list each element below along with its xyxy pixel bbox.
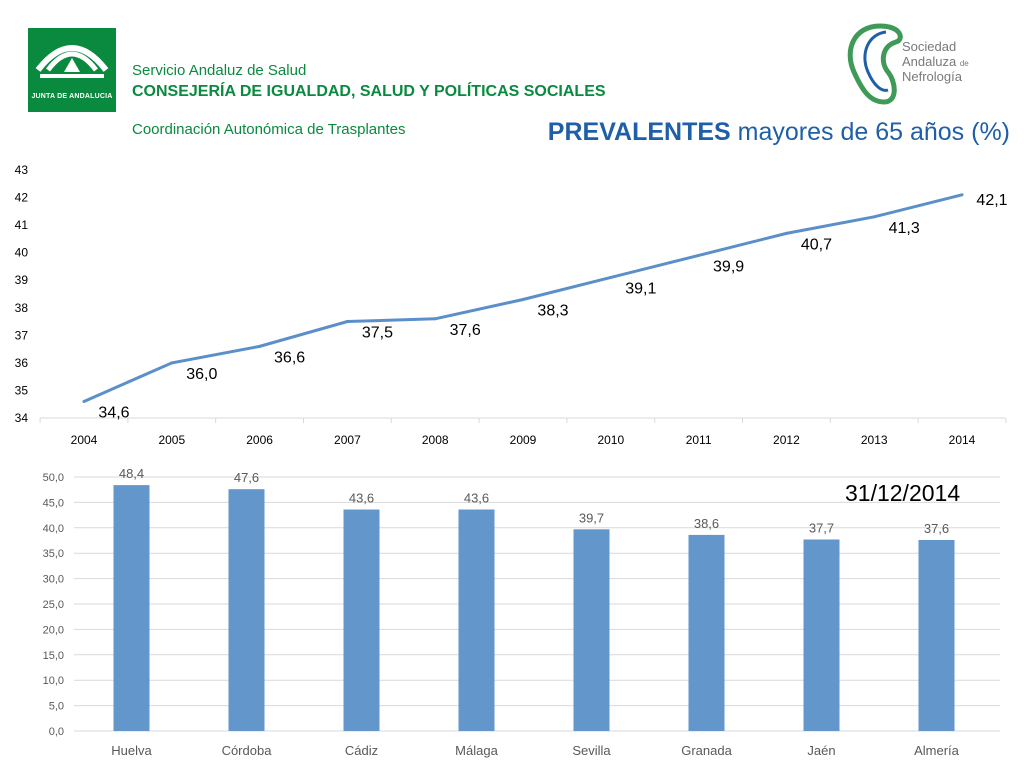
bar <box>803 539 840 731</box>
org-line-service: Servicio Andaluz de Salud <box>132 62 307 79</box>
data-label: 38,3 <box>537 303 568 320</box>
category-label: Almería <box>914 743 960 758</box>
bar-value-label: 37,6 <box>924 521 949 536</box>
data-label: 41,3 <box>889 220 920 237</box>
y-tick-label: 5,0 <box>49 701 64 713</box>
data-point <box>697 253 701 257</box>
data-point <box>258 344 262 348</box>
x-tick-label: 2014 <box>949 433 976 447</box>
data-label: 39,9 <box>713 258 744 275</box>
bar <box>688 534 725 731</box>
y-tick-label: 10,0 <box>43 675 64 687</box>
data-label: 42,1 <box>976 192 1007 209</box>
data-label: 39,1 <box>625 280 656 297</box>
y-tick-label: 39 <box>15 273 29 287</box>
junta-logo-text: JUNTA DE ANDALUCIA <box>31 93 113 100</box>
data-point <box>521 298 525 302</box>
bar <box>343 509 380 731</box>
bar <box>918 539 955 731</box>
sen-text-line2: Andaluza de <box>902 55 969 71</box>
x-tick-label: 2012 <box>773 433 800 447</box>
junta-andalucia-logo: JUNTA DE ANDALUCIA <box>28 28 116 112</box>
data-label: 36,0 <box>186 366 217 383</box>
sen-text-line2-suffix: de <box>959 59 969 68</box>
category-label: Sevilla <box>572 743 611 758</box>
x-tick-label: 2010 <box>597 433 624 447</box>
category-label: Jaén <box>807 743 835 758</box>
data-point <box>960 193 964 197</box>
y-tick-label: 15,0 <box>43 650 64 662</box>
data-label: 37,5 <box>362 325 393 342</box>
y-tick-label: 20,0 <box>43 624 64 636</box>
data-label: 40,7 <box>801 236 832 253</box>
x-tick-label: 2011 <box>686 433 712 447</box>
category-label: Málaga <box>455 743 498 758</box>
org-line-consejeria: CONSEJERÍA DE IGUALDAD, SALUD Y POLÍTICA… <box>132 83 606 100</box>
sen-text-line2-main: Andaluza <box>902 54 957 69</box>
y-tick-label: 35,0 <box>43 548 64 560</box>
bar-value-label: 43,6 <box>349 491 374 506</box>
y-tick-label: 42 <box>15 191 29 205</box>
province-bar-chart: 0,0 5,0 10,0 15,0 20,0 25,0 30,0 35,0 40,0 45,0 50… <box>43 466 1000 758</box>
sen-text-line1: Sociedad <box>902 39 957 54</box>
bar-value-label: 47,6 <box>234 470 259 485</box>
y-tick-label: 35 <box>15 383 29 397</box>
data-point <box>784 231 788 235</box>
y-tick-label: 36 <box>15 356 29 370</box>
sen-text-line3: Nefrología <box>902 69 962 84</box>
y-tick-label: 40,0 <box>43 523 64 535</box>
junta-arch-icon <box>35 45 109 78</box>
y-tick-label: 45,0 <box>43 497 64 509</box>
data-point <box>345 320 349 324</box>
data-point <box>170 361 174 365</box>
bar <box>228 489 265 731</box>
page-title-bold: PREVALENTES <box>547 118 731 146</box>
y-tick-label: 43 <box>15 163 29 177</box>
category-label: Córdoba <box>222 743 273 758</box>
y-tick-label: 37 <box>15 328 29 342</box>
x-tick-label: 2007 <box>334 433 361 447</box>
x-tick-label: 2008 <box>422 433 449 447</box>
sen-logo-icon <box>847 23 903 105</box>
prevalence-line-chart: 34 35 36 37 38 39 40 41 42 43 2004 2005 2006 2007 2008… <box>15 163 1008 447</box>
bar-value-label: 39,7 <box>579 510 604 525</box>
data-point <box>433 317 437 321</box>
data-label: 36,6 <box>274 349 305 366</box>
y-tick-label: 0,0 <box>49 726 64 738</box>
data-label: 37,6 <box>450 322 481 339</box>
x-tick-label: 2013 <box>861 433 888 447</box>
bar <box>573 529 610 731</box>
data-point <box>609 275 613 279</box>
y-tick-label: 38 <box>15 301 29 315</box>
category-label: Granada <box>681 743 732 758</box>
bar-value-label: 43,6 <box>464 491 489 506</box>
data-point <box>82 399 86 403</box>
y-tick-label: 50,0 <box>43 472 64 484</box>
y-tick-label: 41 <box>15 218 29 232</box>
x-tick-label: 2006 <box>246 433 273 447</box>
bar-value-label: 38,6 <box>694 516 719 531</box>
x-tick-label: 2005 <box>158 433 185 447</box>
data-point <box>872 215 876 219</box>
bar-value-label: 48,4 <box>119 466 144 481</box>
data-label: 34,6 <box>98 404 129 421</box>
bar-value-label: 37,7 <box>809 520 834 535</box>
y-tick-label: 34 <box>15 411 29 425</box>
y-tick-label: 40 <box>15 246 29 260</box>
x-tick-label: 2004 <box>71 433 98 447</box>
x-tick-label: 2009 <box>510 433 537 447</box>
page-title: PREVALENTES mayores de 65 años (%) <box>548 118 1010 147</box>
y-tick-label: 30,0 <box>43 574 64 586</box>
bar <box>458 509 495 731</box>
y-tick-label: 25,0 <box>43 599 64 611</box>
category-label: Huelva <box>111 743 152 758</box>
category-label: Cádiz <box>345 743 378 758</box>
date-label: 31/12/2014 <box>845 480 961 506</box>
page-title-rest: mayores de 65 años (%) <box>730 118 1010 146</box>
bar <box>113 485 150 731</box>
org-line-coordinacion: Coordinación Autonómica de Trasplantes <box>132 121 406 138</box>
